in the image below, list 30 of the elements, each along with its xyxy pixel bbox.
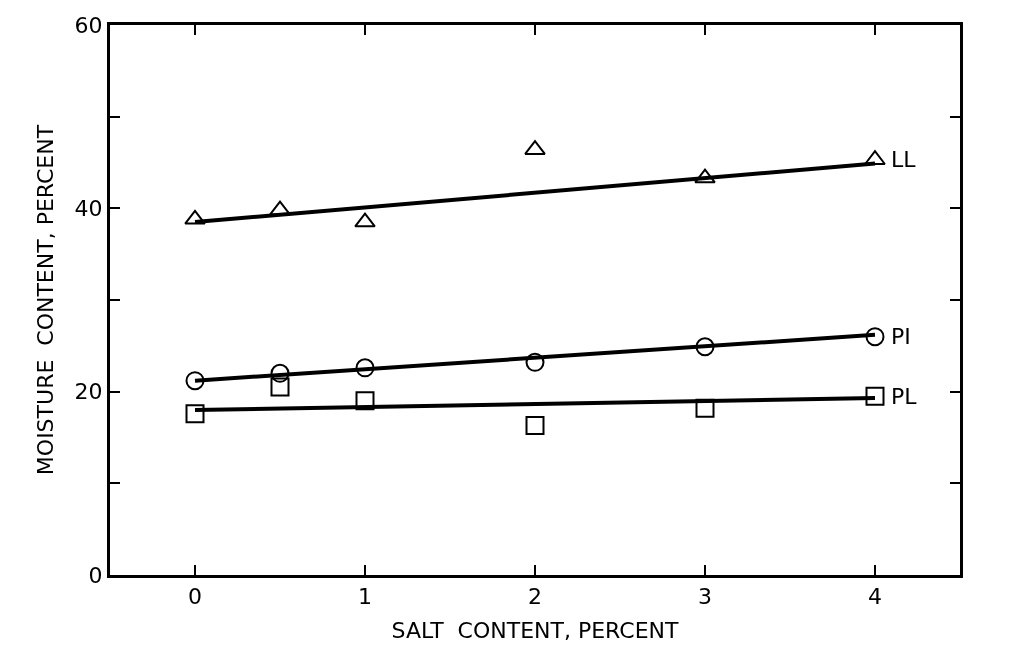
y-tick-label: 40 [74, 196, 103, 222]
y-axis-title: MOISTURE CONTENT, PERCENT [33, 124, 59, 476]
point [525, 352, 545, 372]
point [694, 168, 716, 184]
series-label: LL [891, 147, 917, 172]
y-tick-label: 0 [88, 562, 103, 588]
point [269, 200, 291, 216]
point [185, 404, 205, 424]
x-tick-label: 2 [528, 584, 542, 610]
point [354, 212, 376, 228]
point [865, 327, 885, 347]
series-label: PI [891, 324, 911, 349]
point [184, 209, 206, 225]
point [355, 391, 375, 411]
point [355, 358, 375, 378]
point [270, 377, 290, 397]
x-tick-label: 4 [868, 584, 882, 610]
point [695, 398, 715, 418]
x-tick-label: 1 [358, 584, 372, 610]
x-axis-title: SALT CONTENT, PERCENT [391, 618, 680, 644]
y-tick-label: 20 [74, 379, 103, 405]
point [865, 386, 885, 406]
x-tick-label: 3 [698, 584, 712, 610]
point [185, 371, 205, 391]
y-tick-label: 60 [74, 12, 103, 38]
x-tick-label: 0 [188, 584, 202, 610]
legend-label: PL [891, 384, 918, 409]
point [695, 337, 715, 357]
point [270, 363, 290, 383]
point [525, 416, 545, 436]
